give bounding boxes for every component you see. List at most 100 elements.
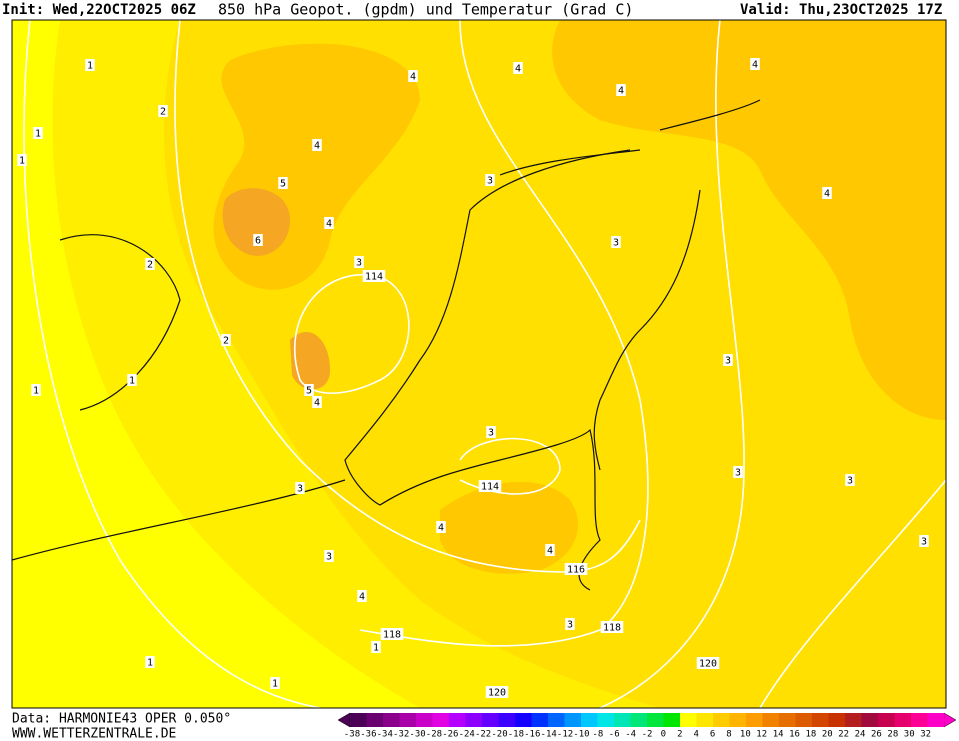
- contour-label: 3: [735, 468, 741, 479]
- border: [593, 189, 701, 471]
- colorbar-swatch: [383, 713, 400, 727]
- label-box: [822, 187, 832, 199]
- contour-label: 1: [87, 61, 93, 72]
- height-contour: [23, 19, 321, 709]
- colorbar-swatch: [465, 713, 483, 727]
- contour-label: 3: [356, 258, 362, 269]
- label-box: [354, 256, 364, 268]
- colorbar-label: 16: [789, 730, 800, 740]
- contour-label: 3: [297, 484, 303, 495]
- colorbar-swatch: [597, 713, 615, 727]
- colorbar-label: -38: [344, 730, 360, 740]
- orange-region: [552, 20, 946, 420]
- height-contour: [359, 19, 649, 647]
- contour-label: 3: [326, 552, 332, 563]
- colorbar-label: -22: [475, 730, 491, 740]
- colorbar-label: 32: [920, 730, 931, 740]
- colorbar-swatch: [729, 713, 747, 727]
- map-frame: [11, 19, 947, 709]
- contour-label: 2: [223, 336, 229, 347]
- colorbar-label: -14: [541, 730, 557, 740]
- contour-label: 4: [752, 60, 758, 71]
- colorbar-swatch: [680, 713, 697, 727]
- website: WWW.WETTERZENTRALE.DE: [12, 727, 176, 741]
- colorbar-label: 30: [904, 730, 915, 740]
- dark-orange-region: [222, 188, 290, 256]
- label-box: [545, 544, 555, 556]
- label-box: [616, 84, 626, 96]
- label-box: [486, 426, 496, 438]
- colorbar-label: 26: [871, 730, 882, 740]
- label-box: [485, 686, 509, 698]
- contour-label: 2: [147, 260, 153, 271]
- label-box: [845, 474, 855, 486]
- contour-label: 1: [147, 658, 153, 669]
- contour-label: 114: [365, 272, 383, 283]
- colorbar-label: 18: [805, 730, 816, 740]
- label-box: [324, 550, 334, 562]
- colorbar-label: -10: [573, 730, 589, 740]
- label-box: [919, 535, 929, 547]
- colorbar-label: -30: [409, 730, 425, 740]
- colorbar-swatch: [713, 713, 730, 727]
- init-time: Init: Wed,22OCT2025 06Z: [2, 2, 196, 18]
- border: [11, 479, 346, 561]
- contour-label: 3: [488, 428, 494, 439]
- colorbar-swatch: [482, 713, 499, 727]
- label-box: [564, 563, 588, 575]
- colorbar-label: 24: [855, 730, 866, 740]
- contour-label: 4: [410, 72, 416, 83]
- label-box: [127, 374, 137, 386]
- colorbar-swatch: [663, 713, 681, 727]
- contour-label: 3: [921, 537, 927, 548]
- colorbar-swatch: [630, 713, 648, 727]
- contour-label: 1: [373, 643, 379, 654]
- colorbar-label: -4: [625, 730, 636, 740]
- height-contour: [759, 479, 947, 709]
- colorbar-label: 10: [740, 730, 751, 740]
- contour-label: 1: [33, 386, 39, 397]
- label-box: [357, 590, 367, 602]
- label-box: [513, 62, 523, 74]
- colorbar-label: -36: [360, 730, 376, 740]
- contour-label: 5: [280, 179, 286, 190]
- contour-label: 2: [160, 107, 166, 118]
- height-contour: [459, 437, 561, 495]
- colorbar-label: -6: [609, 730, 620, 740]
- contour-label: 1: [35, 129, 41, 140]
- label-box: [31, 384, 41, 396]
- contour-label: 6: [255, 236, 261, 247]
- colorbar-label: -12: [557, 730, 573, 740]
- colorbar-label: -20: [491, 730, 507, 740]
- colorbar-label: -18: [508, 730, 524, 740]
- label-box: [312, 396, 322, 408]
- contour-label: 3: [725, 356, 731, 367]
- colorbar-swatch: [828, 713, 846, 727]
- colorbar-label: 2: [677, 730, 682, 740]
- colorbar-swatch: [432, 713, 450, 727]
- colorbar-label: 4: [693, 730, 698, 740]
- height-contour: [599, 19, 745, 709]
- data-source: Data: HARMONIE43 OPER 0.050°: [12, 712, 231, 727]
- colorbar-label: -26: [442, 730, 458, 740]
- label-box: [723, 354, 733, 366]
- colorbar-swatch: [581, 713, 598, 727]
- height-contour: [294, 273, 410, 394]
- label-box: [408, 70, 418, 82]
- colorbar-swatch: [614, 713, 631, 727]
- label-box: [600, 621, 624, 633]
- label-box: [312, 139, 322, 151]
- label-box: [696, 657, 720, 669]
- colorbar-label: 20: [822, 730, 833, 740]
- label-box: [750, 58, 760, 70]
- label-box: [145, 656, 155, 668]
- colorbar-label: 6: [710, 730, 715, 740]
- colorbar-swatch: [927, 713, 945, 727]
- contour-label: 116: [567, 565, 585, 576]
- colorbar-swatch: [696, 713, 714, 727]
- colorbar-swatch: [762, 713, 780, 727]
- label-box: [362, 270, 386, 282]
- contour-label: 118: [603, 623, 621, 634]
- contour-label: 3: [613, 238, 619, 249]
